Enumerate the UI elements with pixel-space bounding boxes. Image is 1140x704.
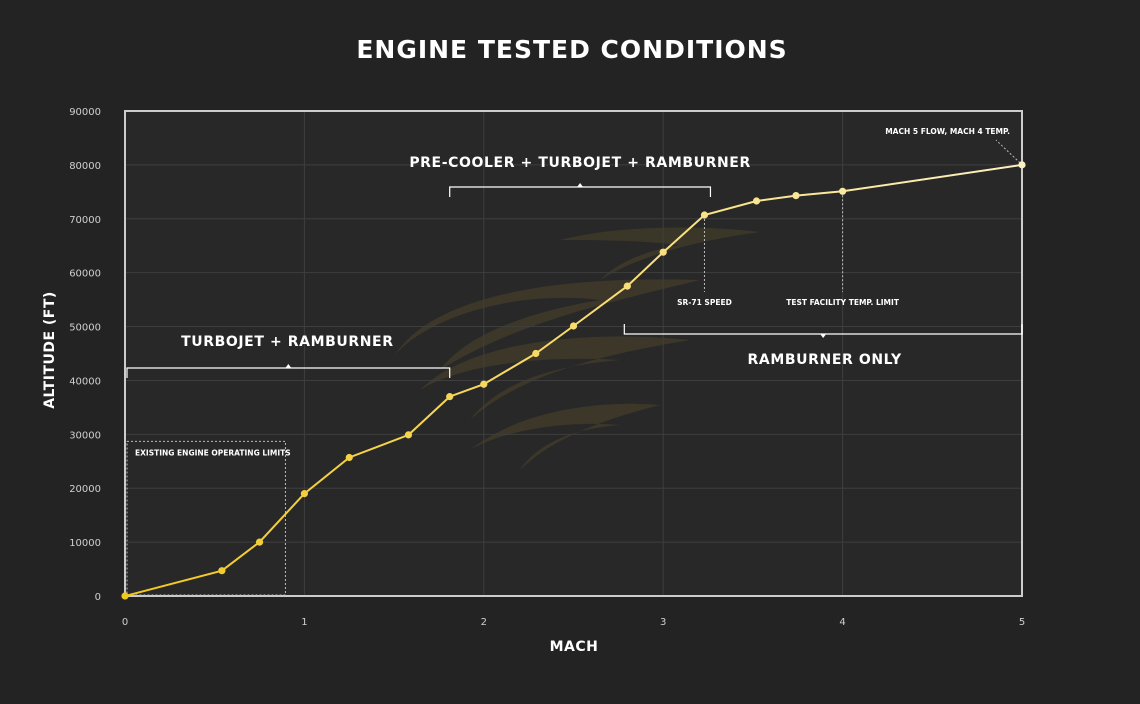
y-tick-label: 10000 <box>69 538 101 549</box>
watermark-logo <box>395 227 760 470</box>
region-label-turbojet: TURBOJET + RAMBURNER <box>181 334 394 350</box>
y-tick-label: 30000 <box>69 430 101 441</box>
y-tick-label: 50000 <box>69 323 101 334</box>
x-tick-label: 5 <box>1019 617 1025 628</box>
y-axis: 0 10000 20000 30000 40000 50000 60000 70000 8000… <box>69 107 101 603</box>
y-tick-label: 60000 <box>69 269 101 280</box>
data-point <box>446 393 454 401</box>
region-label-precooler: PRE-COOLER + TURBOJET + RAMBURNER <box>409 155 751 171</box>
x-axis: 0 1 2 3 4 5 <box>122 617 1025 628</box>
x-tick-label: 3 <box>660 617 666 628</box>
data-point <box>404 431 413 439</box>
region-label-ramburner: RAMBURNER ONLY <box>748 352 902 368</box>
y-axis-label: ALTITUDE (FT) <box>42 291 58 409</box>
chart-title: ENGINE TESTED CONDITIONS <box>356 35 787 64</box>
limits-box-label: EXISTING ENGINE OPERATING LIMITS <box>135 448 291 457</box>
x-tick-label: 1 <box>301 617 307 628</box>
data-point <box>480 380 488 388</box>
data-point <box>218 567 226 575</box>
x-axis-label: MACH <box>550 639 599 655</box>
data-point <box>700 211 709 219</box>
sr71-label: SR-71 SPEED <box>677 298 732 307</box>
x-tick-label: 4 <box>839 617 845 628</box>
data-point <box>623 282 631 290</box>
mach5-leader <box>995 139 1021 164</box>
data-point <box>1018 161 1026 169</box>
y-tick-label: 20000 <box>69 484 101 495</box>
annotations: TURBOJET + RAMBURNER PRE-COOLER + TURBOJE… <box>126 127 1023 596</box>
y-tick-label: 80000 <box>69 161 101 172</box>
x-tick-label: 2 <box>481 617 487 628</box>
data-point <box>752 197 761 205</box>
plot-area <box>125 111 1022 596</box>
y-tick-label: 70000 <box>69 215 101 226</box>
data-point <box>300 490 308 498</box>
region-bracket-turbojet-notch <box>285 364 292 368</box>
y-tick-label: 40000 <box>69 376 101 387</box>
data-point <box>659 248 667 256</box>
test-limit-label: TEST FACILITY TEMP. LIMIT <box>786 298 900 307</box>
plot-frame <box>124 110 1023 597</box>
mach5-label: MACH 5 FLOW, MACH 4 TEMP. <box>885 127 1010 136</box>
data-point <box>532 349 540 358</box>
data-point <box>255 538 264 546</box>
x-tick-label: 0 <box>122 617 128 628</box>
region-bracket-ramburner-notch <box>820 334 827 338</box>
y-tick-label: 0 <box>95 592 101 603</box>
data-point <box>792 192 800 200</box>
data-point <box>839 187 847 195</box>
data-point <box>345 453 353 462</box>
region-bracket-precooler-notch <box>577 183 584 187</box>
data-point <box>121 592 129 600</box>
data-points <box>121 161 1026 600</box>
data-point <box>569 322 578 330</box>
y-tick-label: 90000 <box>69 107 101 118</box>
